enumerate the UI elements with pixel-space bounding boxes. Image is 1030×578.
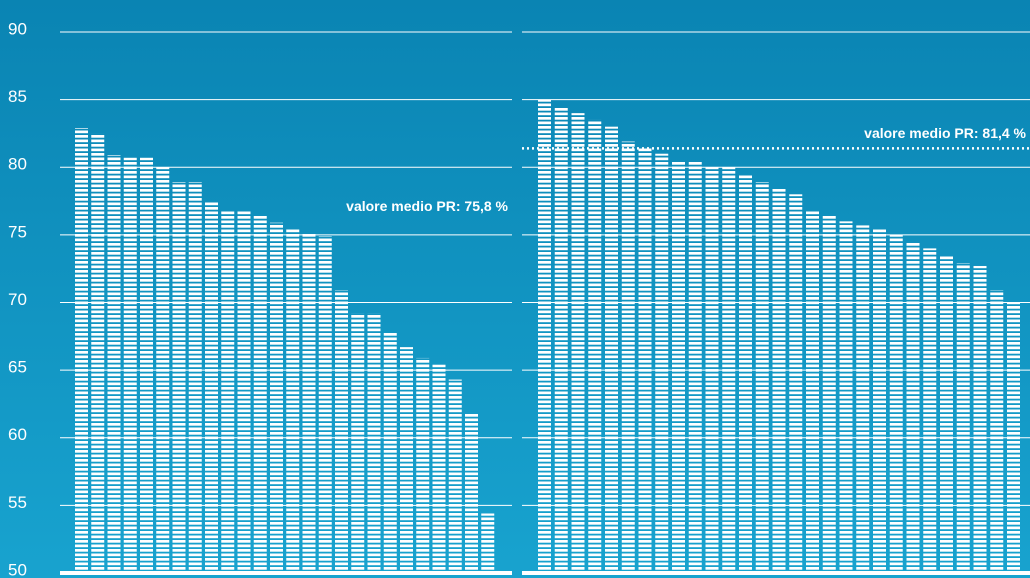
bar [856,225,870,573]
bar [571,113,585,574]
y-tick-label: 60 [8,425,27,444]
bar [588,119,602,573]
y-tick-label: 80 [8,155,27,174]
bar [400,347,413,573]
bar [655,153,669,573]
y-tick-label: 75 [8,222,27,241]
bar [889,234,903,573]
bar [481,513,495,573]
bar [940,255,953,573]
bar [839,221,853,573]
bar [253,214,267,573]
bar [432,364,446,573]
y-tick-label: 50 [8,560,27,578]
bar [906,242,920,574]
bar [188,182,202,573]
bar [123,157,137,573]
bar [772,187,786,573]
bar [990,290,1004,573]
bar [1007,302,1020,573]
bar [383,332,397,573]
bar [554,107,568,574]
bar [688,160,702,574]
bar [270,222,283,573]
bar [351,313,365,573]
bar [739,175,752,574]
bar [75,128,88,573]
bar [755,182,769,573]
bar [448,379,462,573]
bar [465,413,478,573]
bar [672,160,685,574]
bar [91,133,105,573]
y-tick-label: 70 [8,290,27,309]
bar [638,146,652,573]
mean-label: valore medio PR: 81,4 % [864,125,1026,141]
bar [806,210,819,573]
bar [873,229,886,573]
y-tick-label: 90 [8,19,27,38]
bar [621,141,635,574]
bar [302,233,316,573]
bar [605,126,618,574]
bar [205,202,218,574]
y-tick-label: 55 [8,493,27,512]
bar [538,99,551,573]
bar [956,263,970,573]
bar [705,167,719,573]
bar [822,214,836,573]
bar [107,155,121,573]
bar [722,167,736,573]
bar [156,167,170,573]
bar [286,229,300,573]
bar [973,265,987,573]
bar [318,236,332,574]
bar [923,248,937,573]
y-tick-label: 65 [8,358,27,377]
bar [237,210,251,573]
bar [335,290,348,573]
bar [367,313,381,573]
mean-label: valore medio PR: 75,8 % [346,198,508,214]
bar [172,182,186,573]
bar [221,210,235,573]
bar [416,357,430,573]
y-tick-label: 85 [8,87,27,106]
bar [789,194,803,574]
bar [140,157,153,573]
